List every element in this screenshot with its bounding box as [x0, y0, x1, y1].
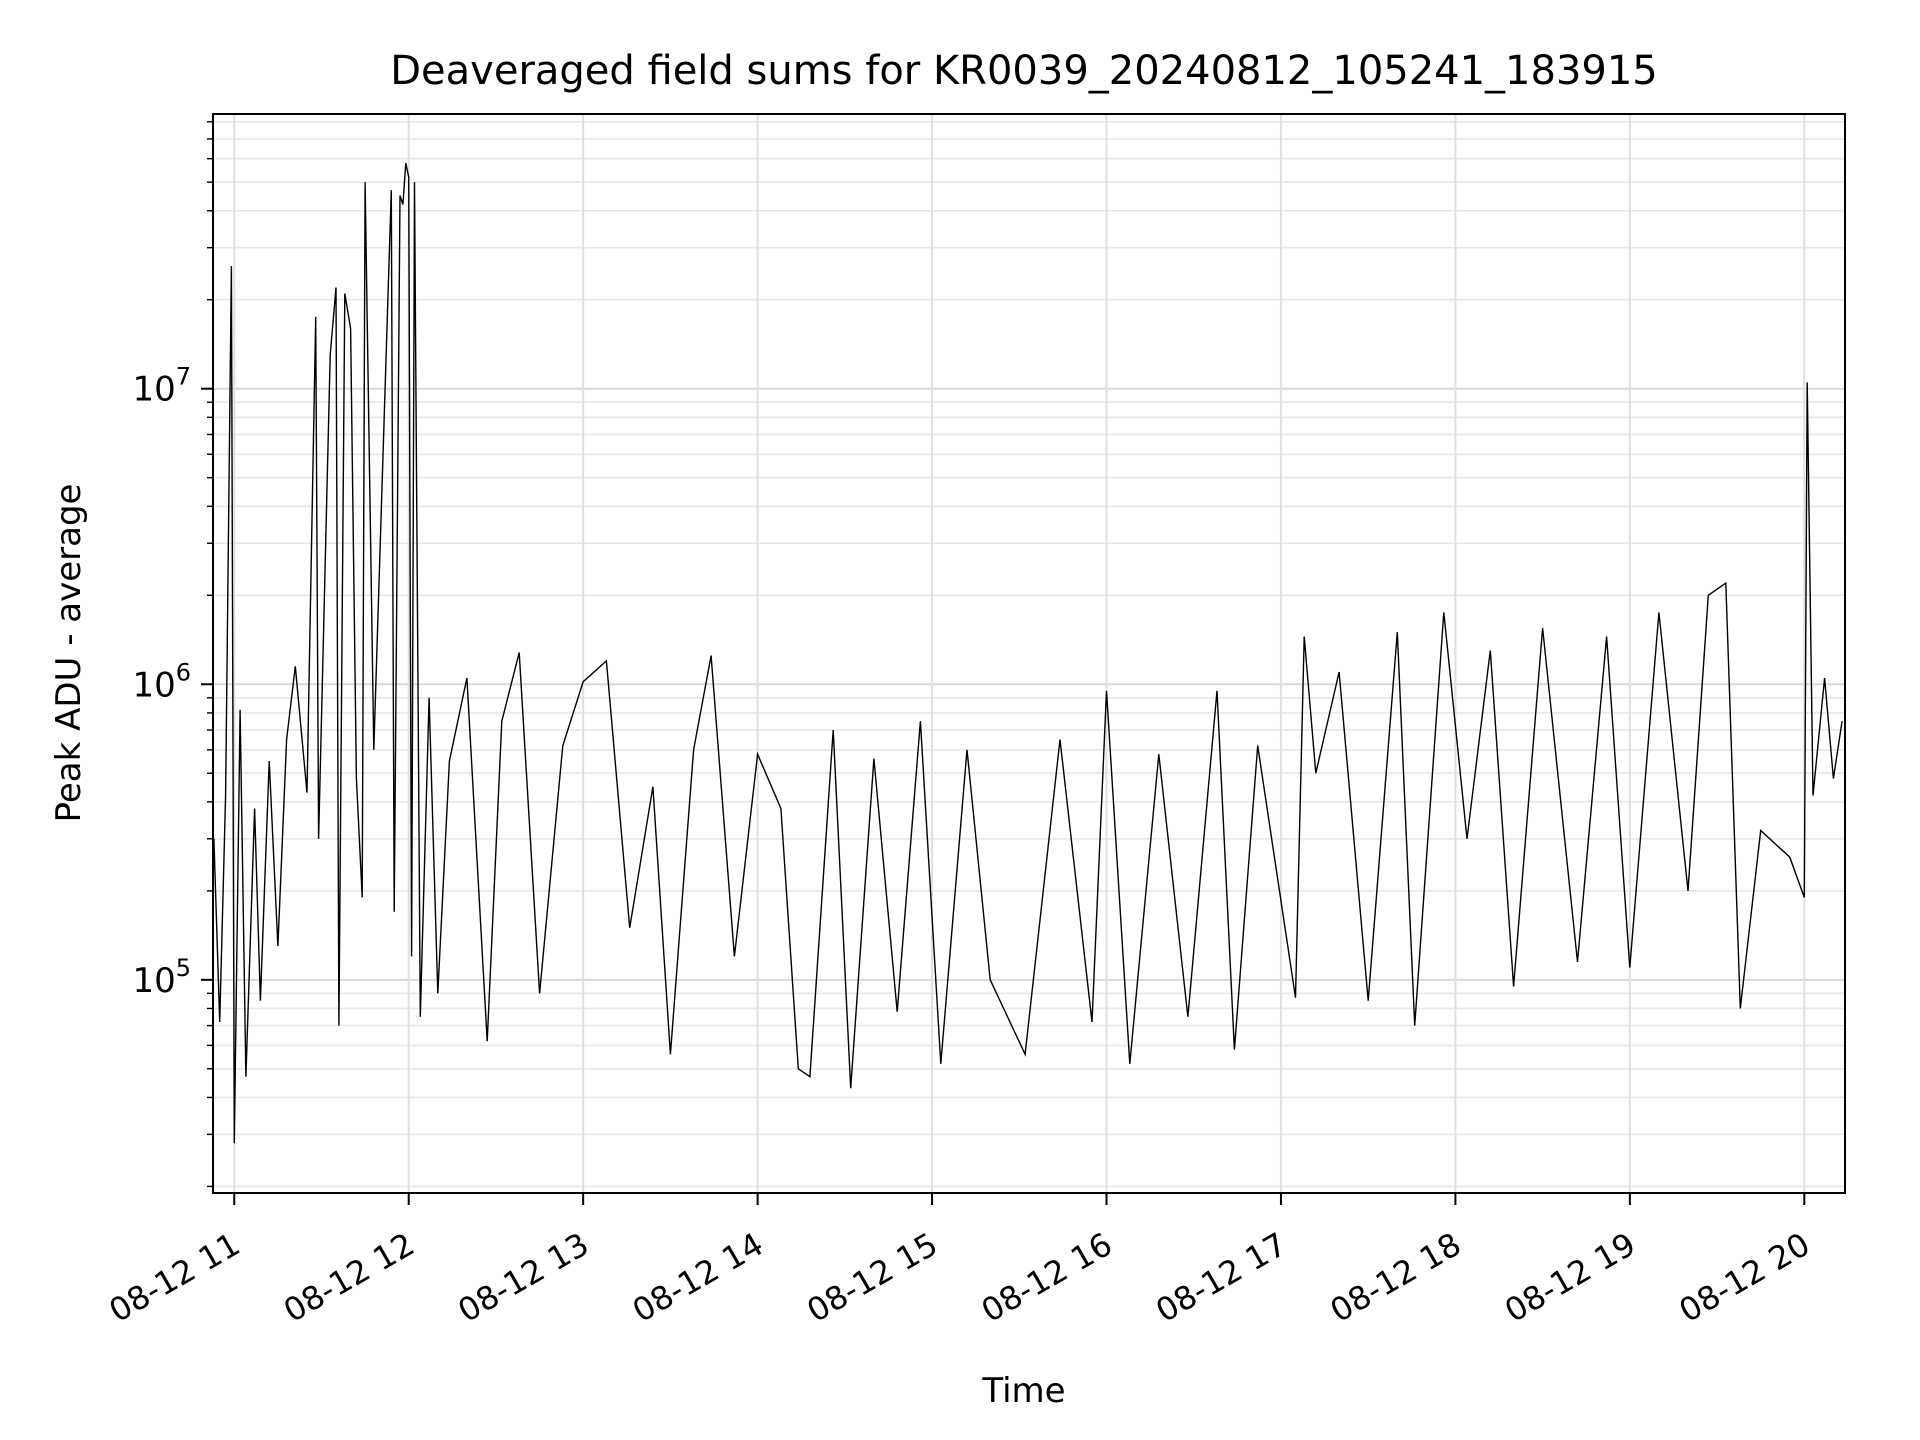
y-tick-label: 107 [132, 363, 191, 410]
y-tick-label: 105 [132, 954, 191, 1001]
chart-title: Deaveraged field sums for KR0039_2024081… [390, 48, 1658, 94]
series-line [213, 162, 1843, 1144]
grid-lines [213, 114, 1845, 1193]
x-axis-label: Time [981, 1371, 1065, 1411]
data-series [213, 162, 1843, 1144]
plot-frame [212, 113, 1846, 1194]
y-axis-label: Peak ADU - average [49, 484, 89, 823]
y-tick-label: 106 [132, 658, 191, 705]
